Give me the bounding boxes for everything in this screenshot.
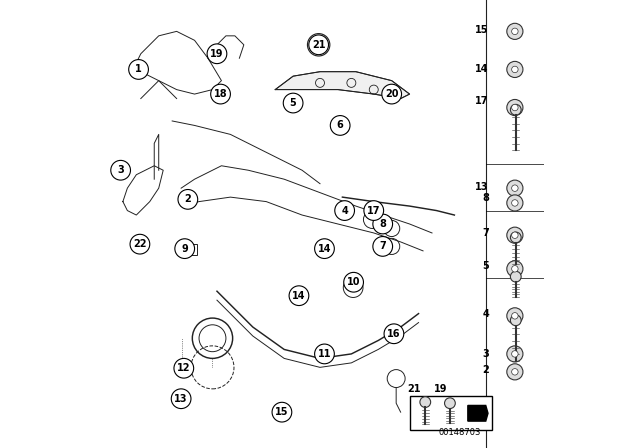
Text: 11: 11 (317, 349, 332, 359)
Circle shape (384, 324, 404, 344)
Text: 2: 2 (184, 194, 191, 204)
Circle shape (511, 232, 521, 243)
Text: 2: 2 (482, 365, 489, 375)
Circle shape (511, 66, 518, 73)
Circle shape (511, 232, 518, 238)
Circle shape (129, 60, 148, 79)
Circle shape (507, 61, 523, 78)
Text: 14: 14 (476, 64, 489, 74)
Text: 17: 17 (476, 96, 489, 106)
Circle shape (315, 239, 334, 258)
Text: 6: 6 (337, 121, 344, 130)
Circle shape (211, 84, 230, 104)
Circle shape (511, 200, 518, 206)
Circle shape (511, 104, 518, 111)
Text: 15: 15 (275, 407, 289, 417)
Text: 3: 3 (117, 165, 124, 175)
Circle shape (111, 160, 131, 180)
Circle shape (172, 389, 191, 409)
Circle shape (289, 286, 309, 306)
Text: 19: 19 (210, 49, 224, 59)
Circle shape (511, 266, 518, 272)
Circle shape (364, 201, 383, 220)
Circle shape (511, 185, 518, 191)
Circle shape (511, 369, 518, 375)
Circle shape (373, 214, 392, 234)
Circle shape (272, 402, 292, 422)
Circle shape (344, 272, 364, 292)
Text: 8: 8 (380, 219, 386, 229)
Text: 4: 4 (482, 309, 489, 319)
Circle shape (507, 346, 523, 362)
Circle shape (178, 190, 198, 209)
Circle shape (130, 234, 150, 254)
Circle shape (511, 313, 518, 319)
Circle shape (507, 364, 523, 380)
Circle shape (382, 84, 401, 104)
Circle shape (507, 180, 523, 196)
Circle shape (511, 351, 518, 357)
Text: 18: 18 (214, 89, 227, 99)
Polygon shape (468, 405, 488, 421)
Text: 3: 3 (482, 349, 489, 359)
Circle shape (174, 358, 194, 378)
Text: 5: 5 (482, 261, 489, 271)
Text: 21: 21 (407, 384, 421, 394)
Text: 13: 13 (476, 182, 489, 192)
Circle shape (511, 271, 521, 282)
FancyBboxPatch shape (410, 396, 493, 430)
Circle shape (335, 201, 355, 220)
Circle shape (445, 398, 455, 409)
Circle shape (507, 227, 523, 243)
Circle shape (175, 239, 195, 258)
Text: 10: 10 (347, 277, 360, 287)
Text: 15: 15 (476, 25, 489, 35)
Circle shape (315, 344, 334, 364)
Circle shape (507, 195, 523, 211)
Text: 22: 22 (133, 239, 147, 249)
Circle shape (507, 23, 523, 39)
Text: 16: 16 (387, 329, 401, 339)
Circle shape (507, 99, 523, 116)
Circle shape (511, 315, 521, 326)
Text: 7: 7 (380, 241, 386, 251)
Text: 14: 14 (292, 291, 306, 301)
Circle shape (511, 28, 518, 34)
Text: 1: 1 (135, 65, 142, 74)
Circle shape (511, 104, 521, 115)
Text: 12: 12 (177, 363, 191, 373)
Text: 20: 20 (385, 89, 399, 99)
Circle shape (284, 93, 303, 113)
Text: 21: 21 (312, 40, 325, 50)
Text: 8: 8 (482, 194, 489, 203)
Circle shape (207, 44, 227, 64)
Bar (179, 244, 197, 255)
Circle shape (507, 308, 523, 324)
Polygon shape (275, 72, 410, 99)
Circle shape (330, 116, 350, 135)
Text: 17: 17 (367, 206, 381, 215)
Text: 00148703: 00148703 (438, 428, 481, 437)
Text: 4: 4 (341, 206, 348, 215)
Circle shape (507, 261, 523, 277)
Text: 19: 19 (434, 384, 448, 394)
Text: 14: 14 (317, 244, 332, 254)
Text: 7: 7 (482, 228, 489, 238)
Circle shape (420, 397, 431, 408)
Circle shape (373, 237, 392, 256)
Circle shape (309, 35, 328, 55)
Text: 5: 5 (290, 98, 296, 108)
Text: 9: 9 (181, 244, 188, 254)
Text: 13: 13 (174, 394, 188, 404)
